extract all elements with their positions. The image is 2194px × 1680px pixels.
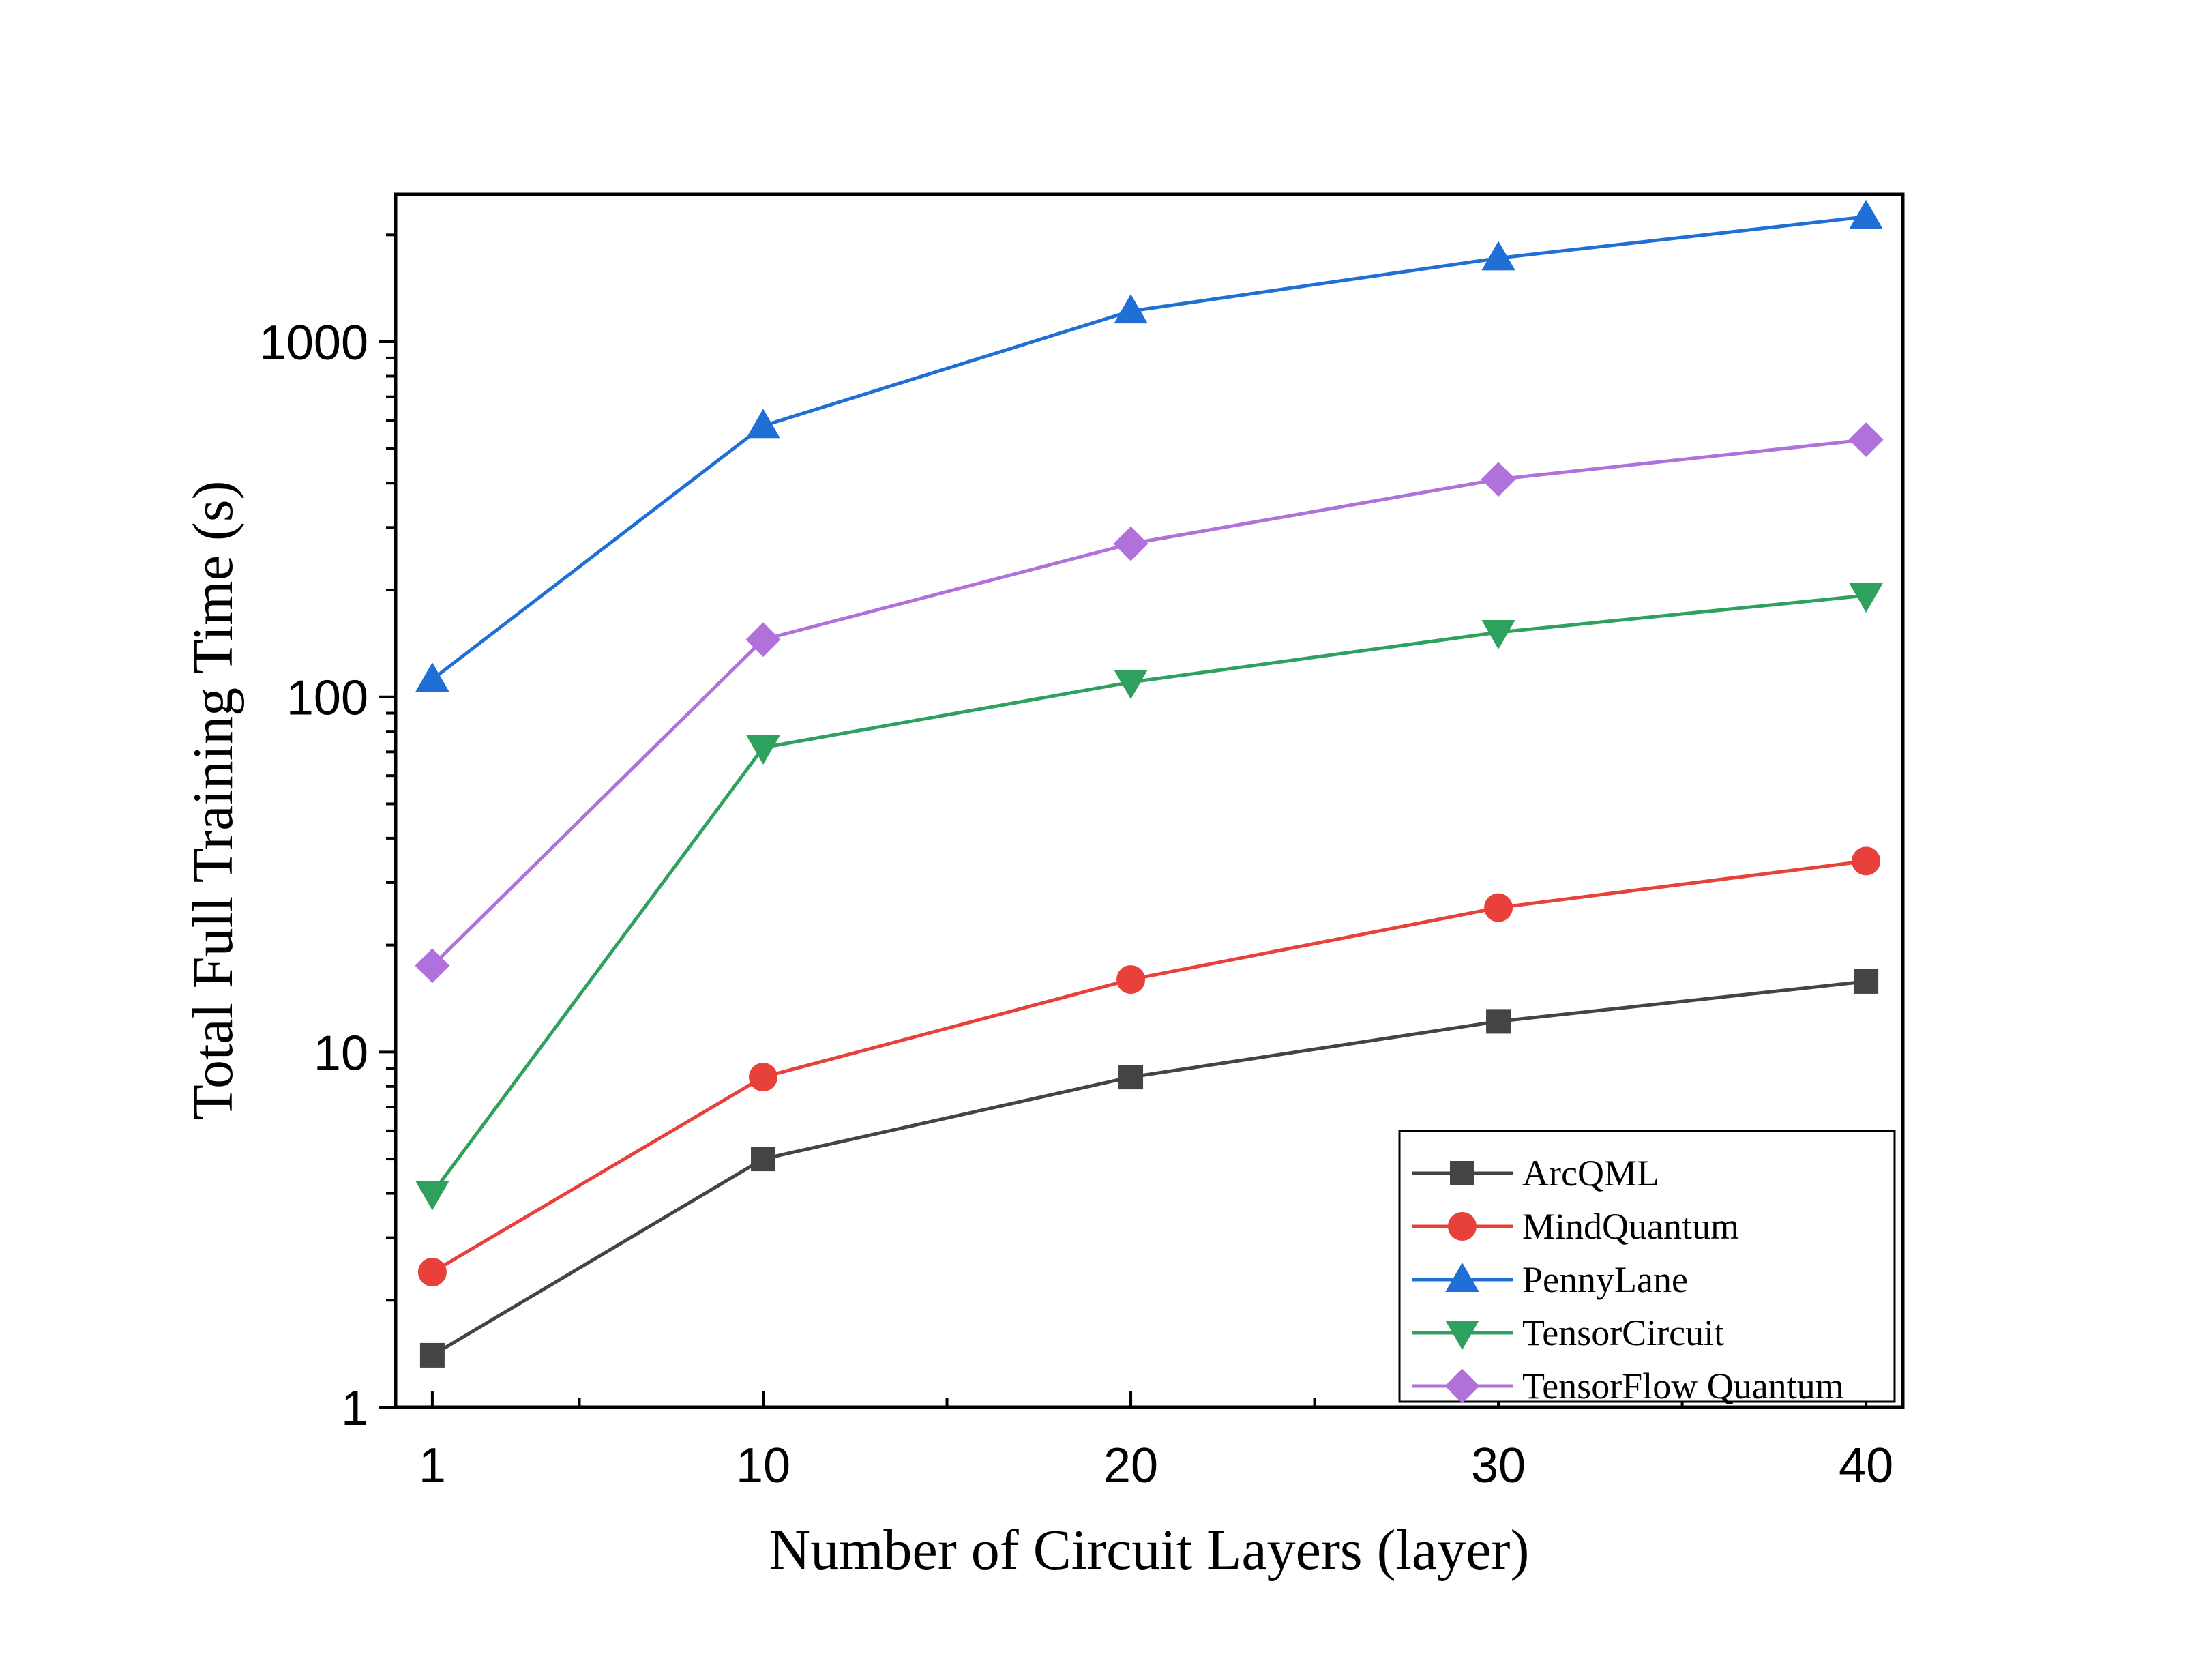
data-point [1481, 241, 1515, 271]
data-point [745, 622, 781, 658]
series-3 [415, 583, 1883, 1211]
series-2 [415, 199, 1883, 692]
legend-item: PennyLane [1412, 1259, 1688, 1300]
legend-marker [1450, 1161, 1474, 1185]
series-layer [415, 199, 1884, 1368]
legend-box [1398, 1130, 1896, 1403]
legend-label: MindQuantum [1522, 1206, 1739, 1247]
data-point [751, 1147, 776, 1172]
legend-label: TensorFlow Quantum [1522, 1366, 1844, 1406]
data-point [417, 1258, 447, 1287]
data-point [1113, 526, 1148, 561]
plot-frame [394, 192, 1905, 1409]
legend-item: TensorCircuit [1412, 1312, 1724, 1353]
legend-label: ArcQML [1522, 1153, 1659, 1194]
series-1 [417, 846, 1881, 1287]
data-point [1114, 670, 1148, 700]
legend-marker [1445, 1262, 1479, 1292]
legend-item: ArcQML [1412, 1153, 1659, 1194]
legend-marker [1448, 1212, 1477, 1241]
data-point [1848, 422, 1884, 458]
data-point [415, 948, 450, 984]
data-point [746, 409, 780, 439]
data-point [749, 1063, 778, 1092]
x-axis-title: Number of Circuit Layers (layer) [769, 1518, 1530, 1582]
x-tick-label: 10 [736, 1439, 790, 1493]
series-line [431, 215, 1867, 681]
data-point [1118, 1065, 1144, 1090]
data-point [419, 1342, 445, 1368]
data-point [415, 1181, 449, 1211]
x-tick-label: 20 [1103, 1439, 1158, 1493]
y-tick-label: 1000 [259, 316, 368, 370]
data-point [1854, 969, 1879, 994]
data-point [1849, 583, 1883, 613]
legend: ArcQML MindQuantum PennyLane TensorCircuit T… [1398, 1130, 1896, 1406]
y-tick-label: 1 [341, 1381, 368, 1436]
data-point [1481, 462, 1516, 497]
y-axis-title: Total Full Training Time (s) [181, 480, 245, 1119]
legend-label: PennyLane [1522, 1259, 1688, 1300]
series-4 [415, 422, 1884, 984]
legend-items: ArcQML MindQuantum PennyLane TensorCircuit T… [1412, 1153, 1844, 1406]
x-tick-label: 40 [1839, 1439, 1893, 1493]
legend-marker [1444, 1368, 1480, 1404]
data-point [1849, 199, 1883, 229]
y-tick-label: 10 [314, 1026, 368, 1080]
data-point [1852, 846, 1881, 876]
x-tick-label: 1 [419, 1439, 446, 1493]
x-tick-label: 30 [1471, 1439, 1526, 1493]
data-point [746, 735, 780, 765]
legend-item: MindQuantum [1412, 1206, 1739, 1247]
legend-item: TensorFlow Quantum [1412, 1366, 1844, 1406]
series-line [430, 593, 1867, 1195]
legend-label: TensorCircuit [1522, 1312, 1724, 1353]
series-0 [419, 969, 1879, 1368]
legend-marker [1445, 1321, 1479, 1351]
data-point [1114, 294, 1148, 324]
data-point [415, 662, 449, 692]
data-point [1486, 1009, 1511, 1034]
data-point [1484, 893, 1513, 922]
data-point [1116, 965, 1146, 994]
data-point [1481, 620, 1515, 650]
y-tick-label: 100 [286, 671, 368, 726]
tick-layer: 1 10 20 30 40 1 10 100 1000 [259, 233, 1893, 1493]
